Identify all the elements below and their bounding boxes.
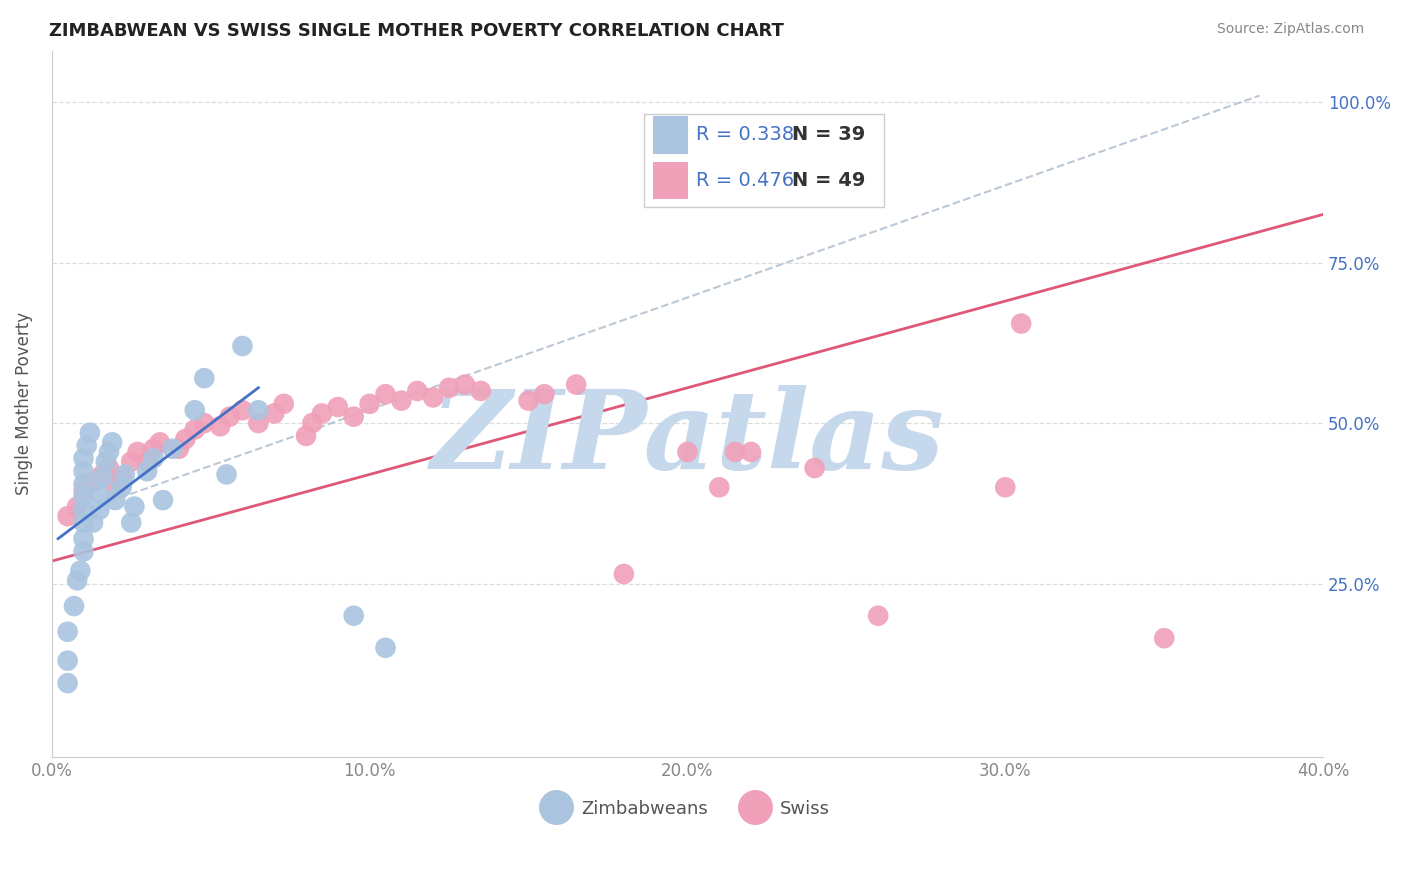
- Point: [89, 486, 111, 500]
- Point: [72, 490, 94, 504]
- Point: [295, 429, 318, 443]
- Point: [311, 407, 333, 421]
- Point: [94, 454, 117, 468]
- Point: [101, 435, 124, 450]
- Point: [301, 416, 323, 430]
- Point: [389, 393, 412, 408]
- Point: [533, 387, 555, 401]
- Point: [111, 480, 134, 494]
- Point: [56, 624, 79, 639]
- Text: R = 0.476: R = 0.476: [696, 171, 794, 190]
- Text: R = 0.338: R = 0.338: [696, 125, 794, 144]
- Point: [422, 391, 444, 405]
- Point: [359, 397, 381, 411]
- Point: [120, 454, 142, 468]
- Point: [66, 500, 89, 514]
- Point: [152, 493, 174, 508]
- Point: [91, 467, 114, 482]
- Point: [231, 339, 253, 353]
- Point: [184, 403, 207, 417]
- Point: [994, 480, 1017, 494]
- Point: [247, 416, 270, 430]
- Point: [613, 566, 636, 581]
- Point: [82, 516, 104, 530]
- Point: [124, 500, 146, 514]
- Point: [437, 381, 460, 395]
- Point: [343, 409, 366, 424]
- Point: [231, 403, 253, 417]
- Point: [63, 599, 86, 613]
- Point: [724, 445, 747, 459]
- Point: [273, 397, 295, 411]
- Point: [215, 467, 238, 482]
- Point: [565, 377, 588, 392]
- Point: [56, 509, 79, 524]
- Point: [142, 442, 165, 456]
- Point: [470, 384, 492, 398]
- Y-axis label: Single Mother Poverty: Single Mother Poverty: [15, 312, 32, 495]
- Point: [66, 574, 89, 588]
- Text: N = 39: N = 39: [792, 125, 865, 144]
- Point: [868, 608, 890, 623]
- Point: [184, 423, 207, 437]
- Point: [56, 676, 79, 690]
- Point: [517, 393, 540, 408]
- Point: [136, 464, 159, 478]
- Point: [127, 445, 149, 459]
- Text: ZIMBABWEAN VS SWISS SINGLE MOTHER POVERTY CORRELATION CHART: ZIMBABWEAN VS SWISS SINGLE MOTHER POVERT…: [49, 22, 785, 40]
- Point: [1153, 631, 1175, 645]
- Point: [72, 532, 94, 546]
- Point: [326, 400, 349, 414]
- Point: [209, 419, 232, 434]
- Point: [740, 445, 762, 459]
- Point: [111, 470, 134, 484]
- Point: [142, 451, 165, 466]
- Text: N = 49: N = 49: [792, 171, 865, 190]
- Point: [374, 640, 396, 655]
- Point: [803, 461, 825, 475]
- Point: [136, 454, 159, 468]
- Point: [104, 493, 127, 508]
- Point: [676, 445, 699, 459]
- Point: [167, 442, 190, 456]
- Point: [72, 451, 94, 466]
- Point: [174, 432, 197, 446]
- Point: [149, 435, 172, 450]
- Point: [76, 438, 98, 452]
- Point: [72, 483, 94, 498]
- Point: [1010, 317, 1032, 331]
- Point: [709, 480, 731, 494]
- Point: [72, 502, 94, 516]
- Point: [193, 416, 215, 430]
- Point: [343, 608, 366, 623]
- Point: [120, 516, 142, 530]
- Text: ZIPatlas: ZIPatlas: [430, 385, 945, 493]
- Point: [72, 477, 94, 491]
- Point: [218, 409, 240, 424]
- Point: [104, 480, 127, 494]
- Point: [263, 407, 285, 421]
- Point: [247, 403, 270, 417]
- Point: [79, 425, 101, 440]
- Point: [114, 467, 136, 482]
- Point: [91, 470, 114, 484]
- Point: [56, 654, 79, 668]
- Point: [97, 461, 120, 475]
- Point: [89, 502, 111, 516]
- Point: [72, 516, 94, 530]
- Point: [84, 474, 107, 488]
- Point: [72, 464, 94, 478]
- Point: [162, 442, 184, 456]
- Text: Source: ZipAtlas.com: Source: ZipAtlas.com: [1216, 22, 1364, 37]
- Point: [72, 544, 94, 558]
- Legend: Zimbabweans, Swiss: Zimbabweans, Swiss: [537, 792, 837, 826]
- Point: [193, 371, 215, 385]
- Point: [374, 387, 396, 401]
- Point: [97, 445, 120, 459]
- Point: [69, 564, 91, 578]
- Point: [454, 377, 477, 392]
- Point: [406, 384, 429, 398]
